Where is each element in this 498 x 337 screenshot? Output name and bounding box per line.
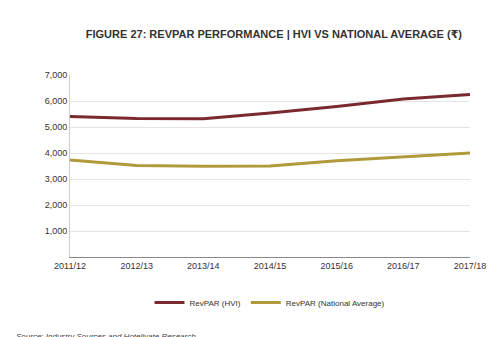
svg-text:7,000: 7,000 <box>45 70 68 80</box>
svg-text:5,000: 5,000 <box>45 122 68 132</box>
svg-text:Source: Industry Sources and H: Source: Industry Sources and Hotelivate … <box>16 332 196 337</box>
svg-text:1,000: 1,000 <box>45 226 68 236</box>
svg-text:2013/14: 2013/14 <box>187 261 220 271</box>
svg-text:FIGURE 27: REVPAR PERFORMANCE: FIGURE 27: REVPAR PERFORMANCE | HVI VS N… <box>86 28 463 40</box>
svg-text:RevPAR (HVI): RevPAR (HVI) <box>190 299 241 308</box>
svg-text:2016/17: 2016/17 <box>387 261 420 271</box>
svg-text:2017/18: 2017/18 <box>454 261 487 271</box>
svg-text:2012/13: 2012/13 <box>120 261 153 271</box>
svg-text:2014/15: 2014/15 <box>254 261 287 271</box>
svg-text:6,000: 6,000 <box>45 96 68 106</box>
svg-text:2011/12: 2011/12 <box>54 261 86 271</box>
svg-text:2015/16: 2015/16 <box>320 261 353 271</box>
svg-text:4,000: 4,000 <box>45 148 68 158</box>
svg-text:RevPAR (National Average): RevPAR (National Average) <box>286 299 385 308</box>
svg-text:2,000: 2,000 <box>45 200 68 210</box>
svg-text:3,000: 3,000 <box>45 174 68 184</box>
